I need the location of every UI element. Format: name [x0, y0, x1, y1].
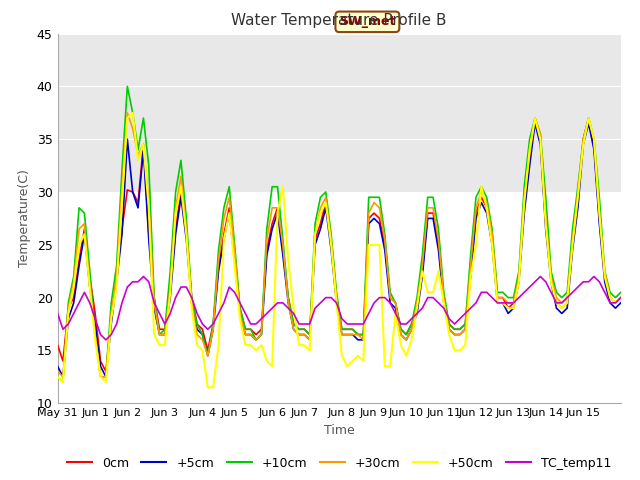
Text: SW_met: SW_met [339, 15, 396, 28]
Bar [58, 34, 621, 192]
Legend: 0cm, +5cm, +10cm, +30cm, +50cm, TC_temp11: 0cm, +5cm, +10cm, +30cm, +50cm, TC_temp1… [62, 452, 616, 475]
Title: Water Temperature Profile B: Water Temperature Profile B [232, 13, 447, 28]
Y-axis label: Temperature(C): Temperature(C) [19, 169, 31, 267]
X-axis label: Time: Time [324, 424, 355, 437]
